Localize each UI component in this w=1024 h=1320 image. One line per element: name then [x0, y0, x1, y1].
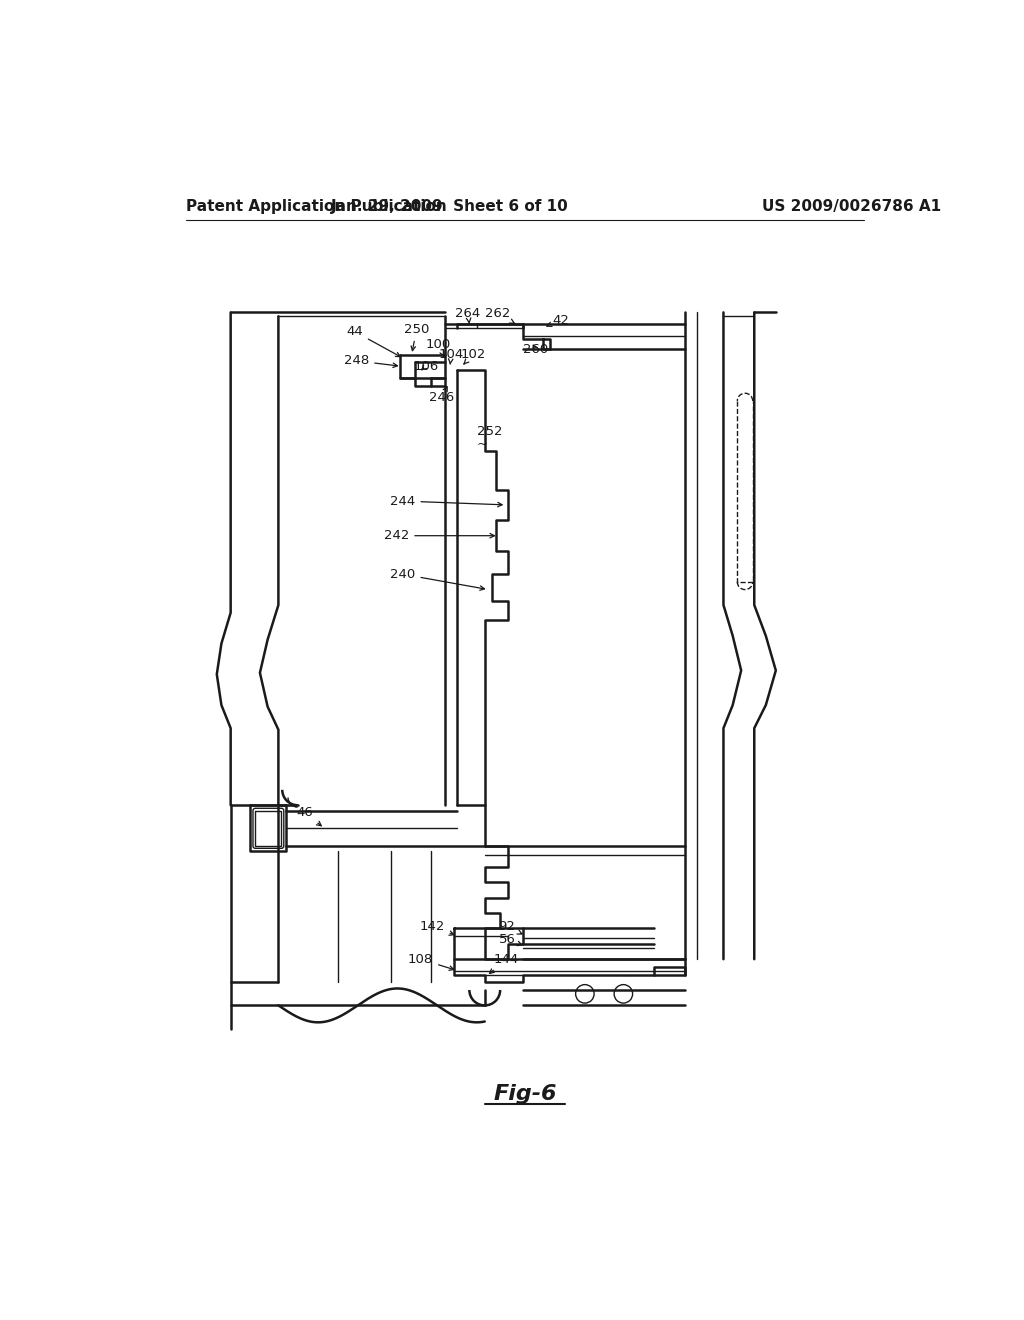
Text: 264: 264: [456, 308, 480, 323]
Text: 244: 244: [390, 495, 502, 508]
Text: 144: 144: [489, 953, 519, 973]
Text: 108: 108: [408, 953, 454, 970]
Text: ~: ~: [477, 438, 488, 451]
Text: Jan. 29, 2009  Sheet 6 of 10: Jan. 29, 2009 Sheet 6 of 10: [331, 198, 569, 214]
Text: Fig-6: Fig-6: [493, 1084, 557, 1104]
Text: 104: 104: [438, 348, 464, 364]
Text: 252: 252: [477, 425, 503, 438]
Text: 92: 92: [499, 920, 522, 935]
Text: 42: 42: [547, 314, 569, 326]
Text: US 2009/0026786 A1: US 2009/0026786 A1: [762, 198, 941, 214]
Text: 142: 142: [420, 920, 454, 936]
Text: 248: 248: [344, 354, 397, 367]
Text: 56: 56: [499, 933, 522, 946]
Text: 106: 106: [413, 360, 438, 372]
Text: 242: 242: [384, 529, 495, 543]
Text: Patent Application Publication: Patent Application Publication: [186, 198, 446, 214]
Text: 46: 46: [296, 807, 322, 826]
Text: 250: 250: [403, 323, 429, 351]
Text: 100: 100: [425, 338, 451, 356]
Text: 246: 246: [429, 387, 455, 404]
Text: 102: 102: [460, 348, 485, 364]
Text: 260: 260: [523, 343, 549, 356]
Text: 262: 262: [484, 308, 515, 323]
Text: 44: 44: [346, 325, 400, 356]
Text: 240: 240: [390, 568, 484, 590]
